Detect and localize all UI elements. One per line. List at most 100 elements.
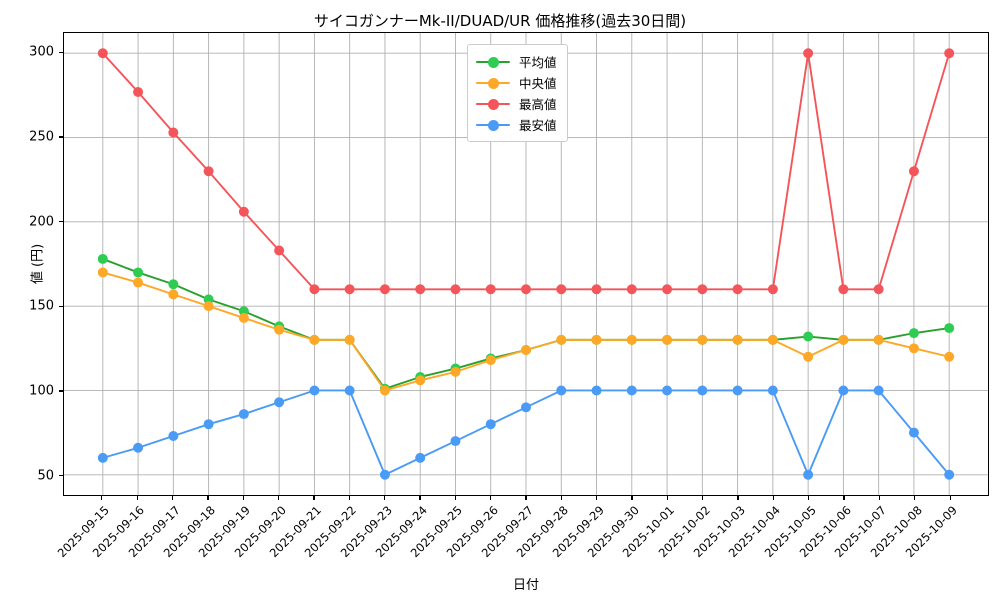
data-point (521, 284, 531, 295)
data-point (344, 334, 355, 345)
x-tick-mark (313, 496, 315, 500)
data-point (485, 284, 496, 295)
data-point (803, 331, 814, 342)
data-point (133, 277, 144, 288)
data-point (591, 385, 602, 396)
data-point (344, 385, 355, 396)
x-tick-mark (843, 496, 845, 500)
x-tick-mark (454, 496, 456, 500)
data-point (450, 436, 461, 447)
data-point (238, 206, 249, 217)
data-point (168, 279, 179, 290)
data-point (873, 385, 884, 396)
data-point (662, 284, 673, 295)
data-point (168, 127, 179, 138)
x-tick-mark (949, 496, 951, 500)
x-tick-mark (702, 496, 704, 500)
data-point (97, 48, 108, 59)
x-tick-mark (242, 496, 244, 500)
data-point (767, 385, 778, 396)
legend-item[interactable]: 最安値 (476, 114, 557, 135)
data-point (662, 385, 673, 396)
data-point (521, 402, 531, 413)
legend-item[interactable]: 平均値 (476, 51, 557, 72)
series-3 (97, 385, 955, 480)
data-point (238, 409, 249, 420)
data-point (415, 375, 426, 386)
chart-title: サイコガンナーMk-II/DUAD/UR 価格推移(過去30日間) (313, 12, 687, 30)
x-tick-mark (136, 496, 138, 500)
data-point (203, 166, 214, 177)
data-point (344, 284, 355, 295)
data-point (873, 284, 884, 295)
data-point (908, 328, 919, 339)
x-tick-mark (878, 496, 880, 500)
data-point (97, 452, 108, 463)
x-tick-mark (737, 496, 739, 500)
x-tick-mark (631, 496, 633, 500)
data-point (274, 397, 285, 408)
data-point (97, 267, 108, 278)
data-point (873, 334, 884, 345)
data-point (767, 334, 778, 345)
x-tick-mark (101, 496, 103, 500)
legend-swatch-icon (476, 118, 510, 132)
data-point (450, 284, 461, 295)
data-point (838, 284, 849, 295)
x-tick-mark (808, 496, 810, 500)
x-tick-mark (278, 496, 280, 500)
data-point (97, 253, 108, 264)
x-axis-label: 日付 (512, 578, 539, 593)
x-tick-mark (525, 496, 527, 500)
x-tick-mark (419, 496, 421, 500)
data-point (379, 469, 390, 480)
data-point (838, 334, 849, 345)
data-point (626, 284, 637, 295)
data-point (309, 284, 320, 295)
data-point (168, 431, 179, 441)
legend-label: 最安値 (519, 118, 557, 133)
data-point (274, 324, 285, 335)
data-point (415, 284, 426, 295)
data-point (626, 385, 637, 396)
x-tick-mark (914, 496, 916, 500)
data-point (838, 385, 849, 396)
x-tick-mark (596, 496, 598, 500)
data-point (379, 284, 390, 295)
legend-item[interactable]: 最高値 (476, 93, 557, 114)
data-point (803, 469, 814, 480)
data-point (944, 323, 955, 334)
y-axis-label: 値 (円) (30, 243, 46, 285)
data-point (732, 334, 743, 345)
data-point (732, 284, 743, 295)
data-point (944, 48, 955, 59)
data-point (168, 289, 179, 300)
data-point (697, 284, 708, 295)
legend-label: 中央値 (519, 76, 557, 91)
data-point (662, 334, 673, 345)
data-point (944, 469, 955, 480)
data-point (203, 419, 214, 430)
data-point (697, 334, 708, 345)
data-point (274, 245, 285, 256)
legend-swatch-icon (476, 97, 510, 111)
x-tick-mark (207, 496, 209, 500)
data-point (485, 355, 496, 366)
data-point (908, 343, 919, 354)
x-tick-mark (772, 496, 774, 500)
data-point (133, 267, 144, 278)
data-point (450, 366, 461, 377)
legend-swatch-icon (476, 76, 510, 90)
data-point (626, 334, 637, 345)
data-point (803, 48, 814, 59)
data-point (697, 385, 708, 396)
data-point (238, 312, 249, 323)
data-point (521, 345, 531, 355)
data-point (415, 452, 426, 463)
data-point (133, 87, 144, 97)
x-tick-mark (384, 496, 386, 500)
legend-item[interactable]: 中央値 (476, 72, 557, 93)
data-point (203, 301, 214, 312)
series-2 (97, 48, 955, 295)
